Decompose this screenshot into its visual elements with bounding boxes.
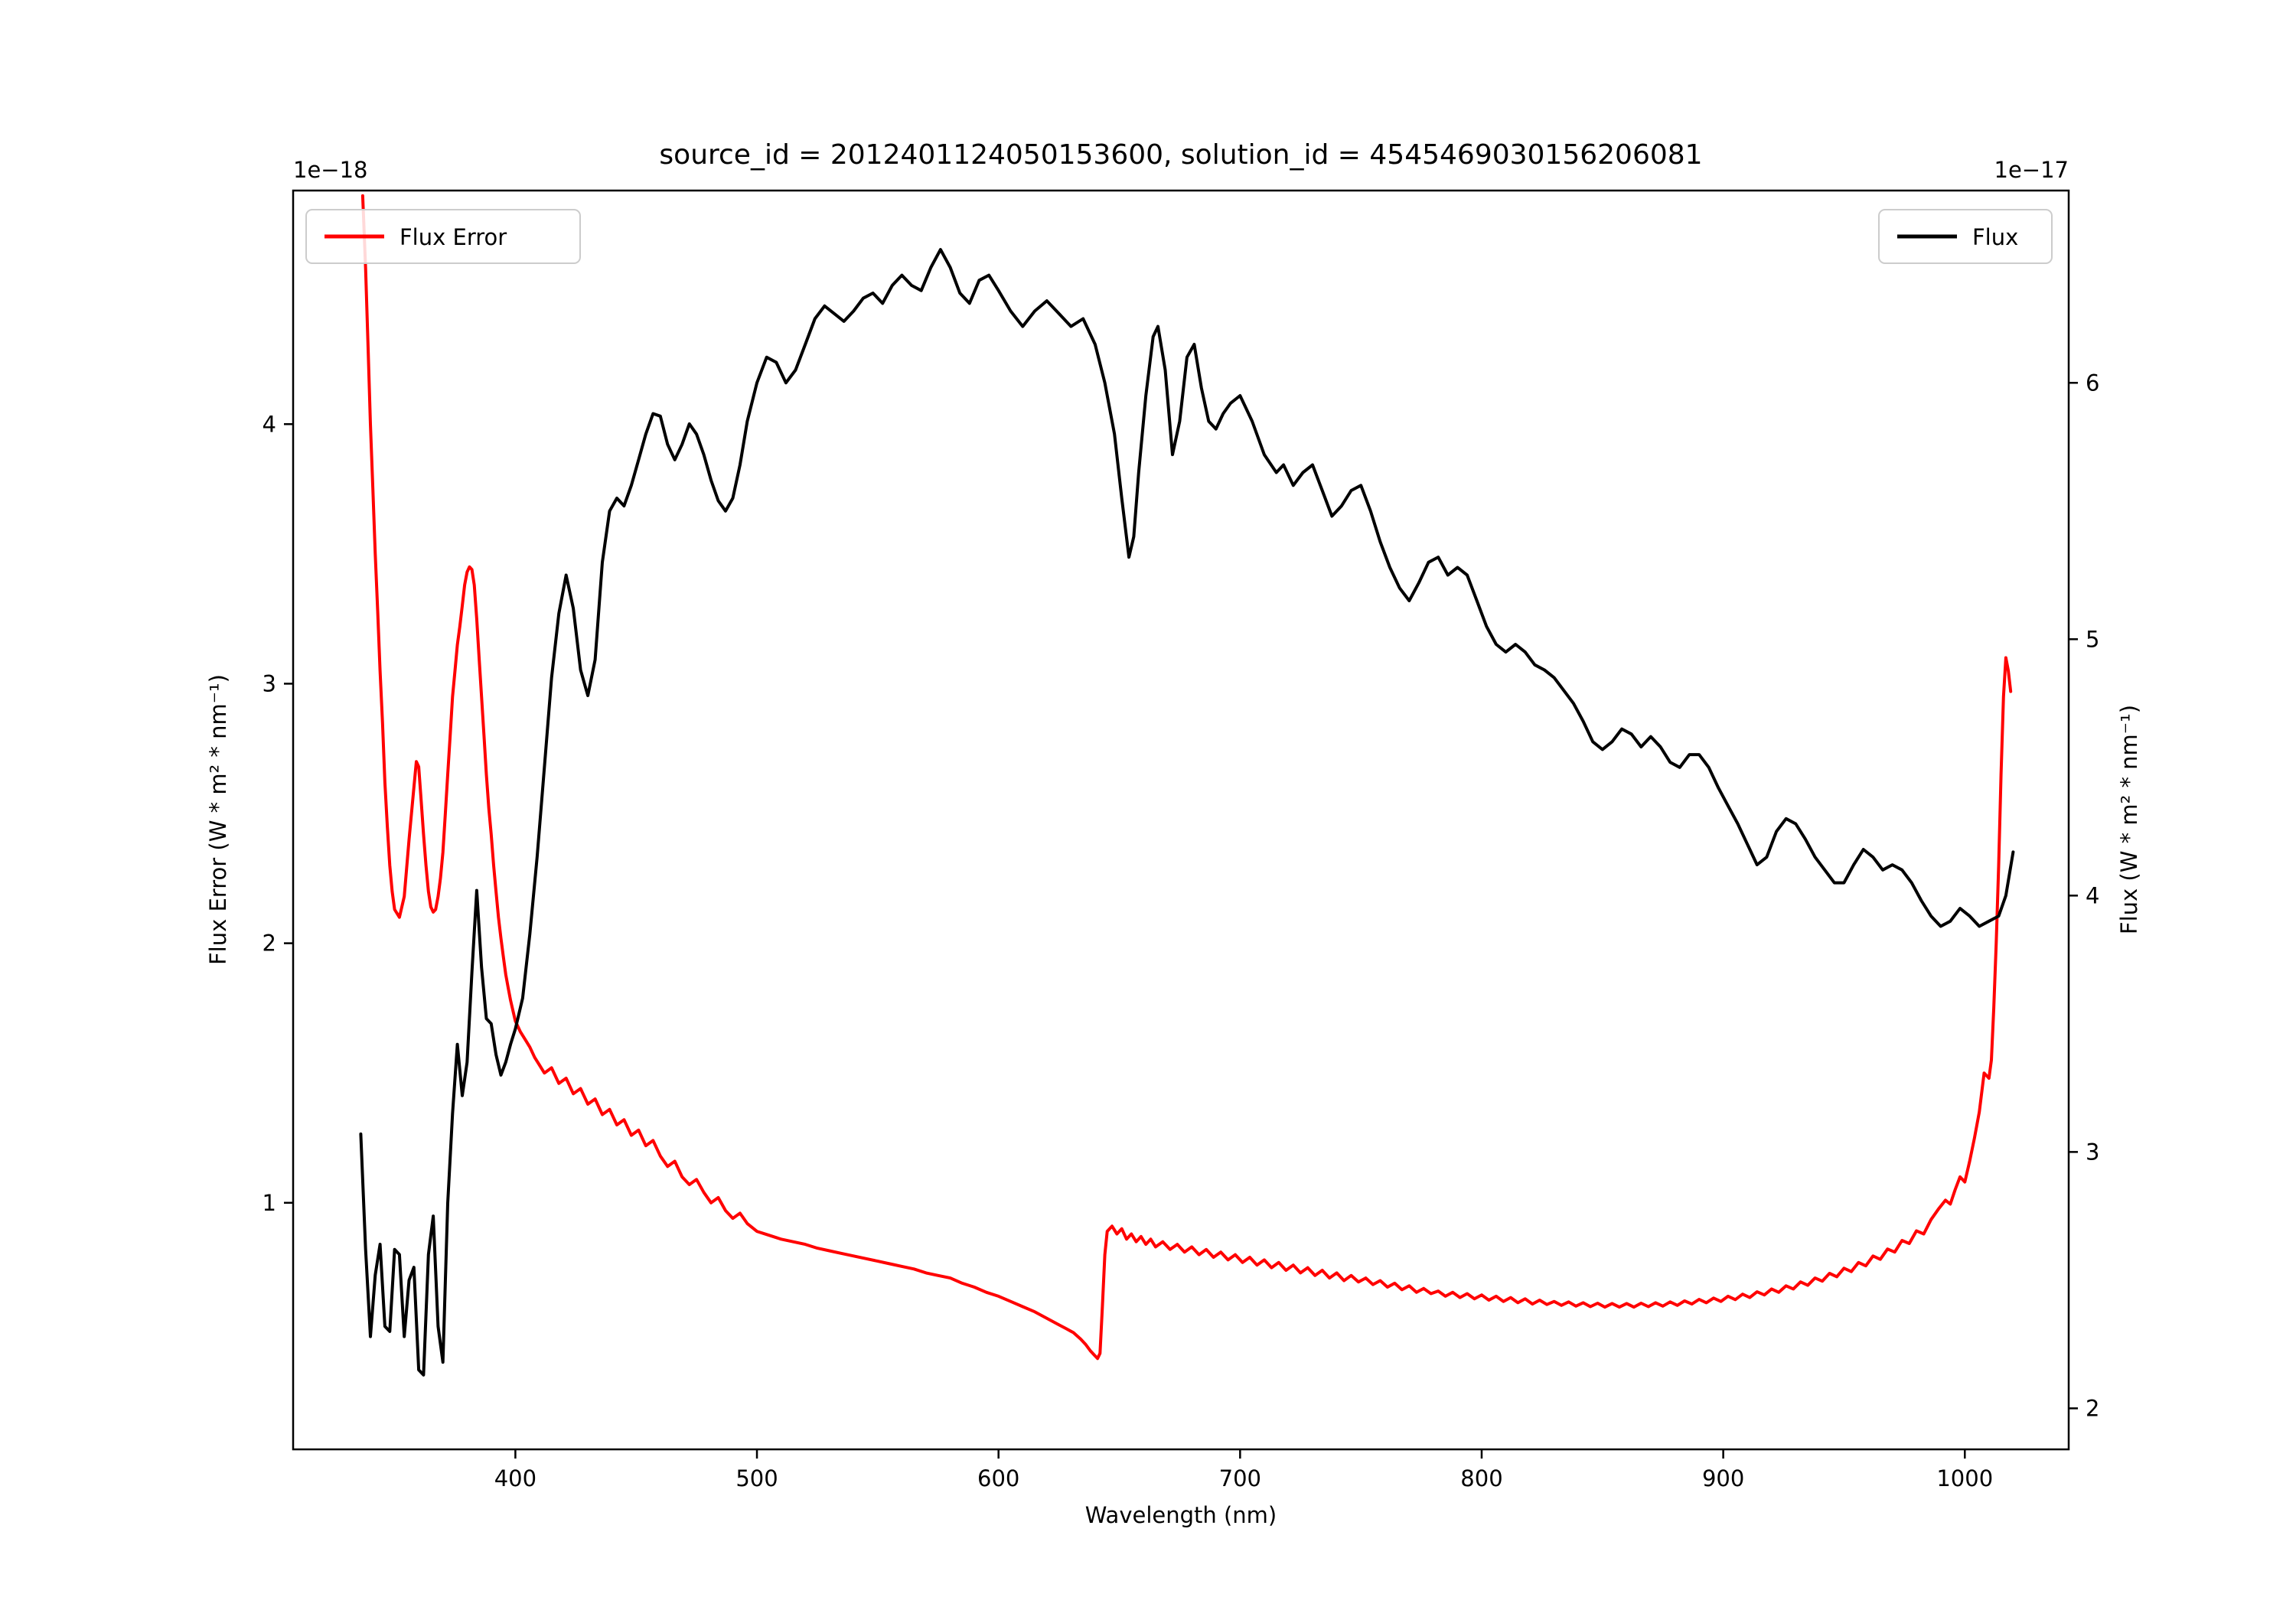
legend-label: Flux [1972,224,2018,250]
x-axis-label: Wavelength (nm) [1085,1502,1277,1528]
right-tick-label: 2 [2086,1395,2099,1421]
series-layer [359,194,2015,1377]
right-tick-label: 6 [2086,370,2099,396]
legend-flux-error: Flux Error [305,209,581,264]
x-tick-label: 800 [1460,1465,1502,1491]
legend-label: Flux Error [400,224,507,250]
left-offset-label: 1e−18 [293,157,368,183]
x-tick-label: 600 [977,1465,1019,1491]
left-tick-label: 3 [263,670,276,696]
right-axis-ticks: 2 3 4 5 6 [2069,370,2099,1421]
series-flux-error [360,194,2013,1361]
x-tick-label: 400 [494,1465,536,1491]
series-flux [359,248,2015,1377]
right-axis-label: Flux (W * m² * nm⁻¹) [2116,705,2142,934]
x-axis-ticks: 400 500 600 700 800 900 1000 [494,1449,1993,1491]
axes-border [292,189,2070,1451]
plot-area [293,191,2069,1449]
x-tick-label: 900 [1702,1465,1744,1491]
left-tick-label: 4 [263,411,276,437]
left-tick-label: 1 [263,1190,276,1216]
right-tick-label: 3 [2086,1139,2099,1165]
x-tick-label: 500 [735,1465,778,1491]
left-tick-label: 2 [263,931,276,957]
legend-flux: Flux [1878,209,2053,264]
chart-title: source_id = 2012401124050153600, solutio… [659,139,1702,171]
right-offset-label: 1e−17 [1994,157,2069,183]
left-axis-label: Flux Error (W * m² * nm⁻¹) [205,674,231,965]
x-tick-label: 700 [1219,1465,1261,1491]
legend-frame [1878,209,2053,264]
right-tick-label: 5 [2086,626,2099,652]
left-axis-ticks: 1 2 3 4 [263,411,293,1216]
legend-frame [305,209,581,264]
right-tick-label: 4 [2086,882,2099,908]
x-tick-label: 1000 [1936,1465,1993,1491]
